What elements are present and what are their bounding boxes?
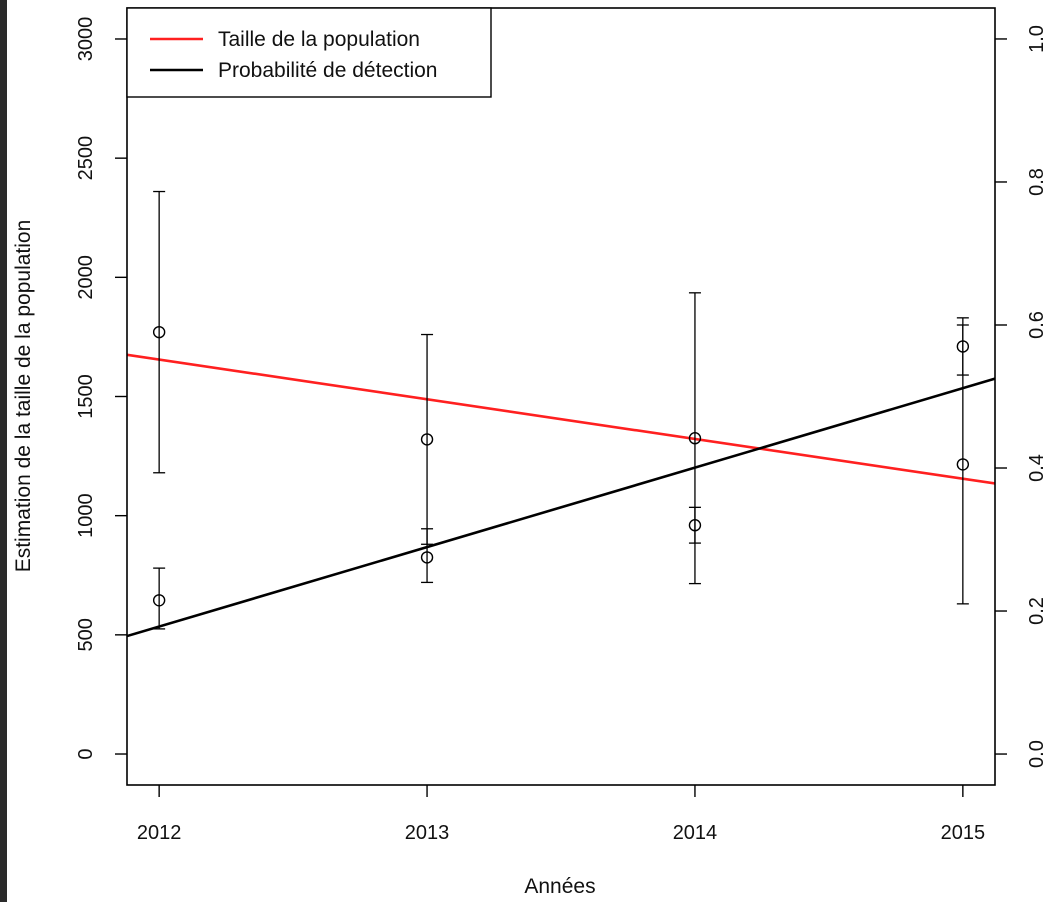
plot-frame (126, 7, 996, 786)
y2-tick-label-0.4: 0.4 (1026, 454, 1048, 482)
legend-box (126, 7, 492, 98)
y-tick-label-3000: 3000 (75, 17, 97, 62)
point-detection-2013 (420, 551, 434, 564)
y-tick-label-2000: 2000 (75, 255, 97, 300)
y2-tick-label-0.0: 0.0 (1026, 740, 1048, 768)
error-bars (153, 190, 969, 630)
y-tick-label-1000: 1000 (75, 493, 97, 538)
y-tick-label-1500: 1500 (75, 374, 97, 419)
trend-lines (127, 353, 995, 638)
y2-tick-label-0.2: 0.2 (1026, 597, 1048, 625)
point-population-2014 (688, 432, 702, 445)
data-points (152, 325, 970, 607)
x-tick-label-2014: 2014 (673, 822, 718, 844)
y-tick-label-500: 500 (75, 618, 97, 651)
point-population-2015 (956, 458, 970, 471)
point-population-2013 (420, 433, 434, 446)
y-tick-label-2500: 2500 (75, 136, 97, 181)
y2-tick-label-1.0: 1.0 (1026, 25, 1048, 53)
point-detection-2012 (152, 594, 166, 607)
y2-tick-label-0.8: 0.8 (1026, 168, 1048, 196)
y-tick-label-0: 0 (75, 748, 97, 759)
legend: Taille de la population Probabilité de d… (126, 7, 492, 98)
y2-tick-label-0.6: 0.6 (1026, 311, 1048, 339)
x-tick-label-2012: 2012 (137, 822, 182, 844)
legend-label-detection: Probabilité de détection (218, 59, 438, 82)
trend-line-detection (127, 377, 995, 638)
axes: 2012 2013 2014 2015 0 500 1000 1500 2000 2500 3000… (75, 17, 1048, 844)
x-axis-title: Années (524, 875, 595, 898)
x-tick-label-2013: 2013 (405, 822, 450, 844)
point-detection-2014 (688, 519, 702, 532)
x-tick-label-2015: 2015 (941, 822, 986, 844)
point-detection-2015 (956, 340, 970, 353)
trend-line-population (127, 353, 995, 485)
left-border (0, 0, 7, 902)
legend-label-population: Taille de la population (218, 28, 420, 51)
point-population-2012 (152, 325, 166, 339)
y-axis-title: Estimation de la taille de la population (12, 220, 35, 573)
